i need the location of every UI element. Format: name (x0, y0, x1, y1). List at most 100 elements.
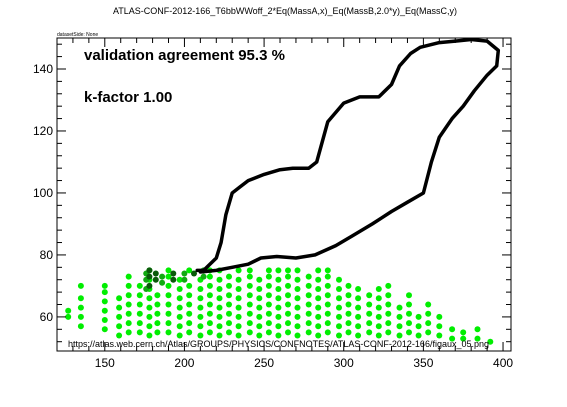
data-point (125, 301, 132, 308)
data-point (415, 332, 422, 339)
x-tick-label: 400 (493, 356, 513, 370)
data-point (125, 273, 132, 280)
data-point (460, 335, 467, 342)
data-point (246, 320, 253, 327)
data-point (275, 304, 282, 311)
data-point (116, 304, 123, 311)
data-point (146, 304, 153, 311)
data-point (226, 292, 232, 299)
data-point (406, 329, 412, 336)
data-point (396, 323, 403, 330)
data-point (176, 276, 183, 283)
data-point (460, 329, 467, 336)
data-point (396, 304, 403, 311)
data-point (216, 323, 223, 330)
data-point (425, 320, 432, 327)
data-point (436, 313, 443, 320)
data-point (336, 276, 342, 283)
kfactor-label: k-factor 1.00 (84, 89, 172, 106)
data-point (285, 310, 291, 317)
data-point (305, 329, 312, 336)
data-point (294, 276, 301, 283)
data-point (77, 313, 84, 320)
data-point (165, 292, 172, 299)
data-point (226, 301, 232, 308)
data-point (226, 329, 232, 336)
data-point (226, 310, 232, 317)
data-point (206, 282, 213, 289)
source-url: https://atlas.web.cern.ch/Atlas/GROUPS/P… (68, 339, 489, 349)
data-point (116, 323, 123, 330)
data-point (415, 323, 422, 330)
data-point (216, 295, 223, 302)
data-point (146, 267, 153, 274)
data-point (256, 304, 263, 311)
x-tick-label: 350 (413, 356, 433, 370)
data-point (265, 329, 272, 336)
data-point (366, 301, 373, 308)
data-point (165, 301, 172, 308)
data-point (125, 292, 132, 299)
data-point (176, 313, 183, 320)
data-point (191, 270, 197, 277)
data-point (294, 313, 301, 320)
data-point (275, 323, 282, 330)
data-point (136, 282, 143, 289)
data-point (315, 323, 322, 330)
data-point (235, 295, 242, 302)
axes: 150 200 250 300 350 400 60 80 100 120 140 (33, 38, 513, 370)
data-point (355, 304, 362, 311)
data-point (294, 286, 301, 292)
data-point (406, 320, 412, 327)
data-point (336, 332, 342, 339)
data-point (294, 267, 301, 274)
data-point (154, 329, 161, 336)
data-point (146, 282, 153, 289)
data-point (235, 304, 242, 311)
data-point (125, 329, 132, 336)
data-point (216, 304, 223, 311)
data-point (206, 273, 213, 280)
data-point (101, 317, 108, 323)
data-point (136, 329, 143, 336)
data-point (366, 320, 373, 327)
data-point (265, 292, 272, 299)
data-point (125, 282, 132, 289)
data-point (256, 295, 263, 302)
data-point (206, 329, 213, 336)
data-point (65, 307, 72, 314)
data-point (146, 273, 153, 280)
data-point (315, 267, 322, 274)
data-point (216, 286, 223, 292)
data-point (146, 332, 153, 339)
data-point (226, 320, 232, 327)
data-point (336, 286, 342, 292)
data-point (285, 292, 291, 299)
data-point (294, 332, 301, 339)
data-point (170, 270, 177, 277)
data-point (345, 301, 352, 308)
data-point (385, 320, 392, 327)
data-point (246, 273, 253, 280)
data-point (285, 267, 291, 274)
data-point (305, 301, 312, 308)
data-point (315, 332, 322, 339)
data-point (285, 282, 291, 289)
data-point (235, 286, 242, 292)
data-point (366, 310, 373, 317)
data-point (275, 313, 282, 320)
data-point (235, 267, 242, 274)
data-point (136, 292, 143, 299)
data-point (197, 304, 204, 311)
data-point (336, 295, 342, 302)
data-point (146, 323, 153, 330)
data-point (246, 310, 253, 317)
data-point (197, 332, 204, 339)
data-point (265, 301, 272, 308)
data-point (186, 292, 193, 299)
x-tick-label: 300 (334, 356, 354, 370)
data-point (116, 313, 123, 320)
data-point (474, 326, 481, 333)
agreement-label: validation agreement 95.3 % (84, 47, 285, 64)
data-point (256, 313, 263, 320)
